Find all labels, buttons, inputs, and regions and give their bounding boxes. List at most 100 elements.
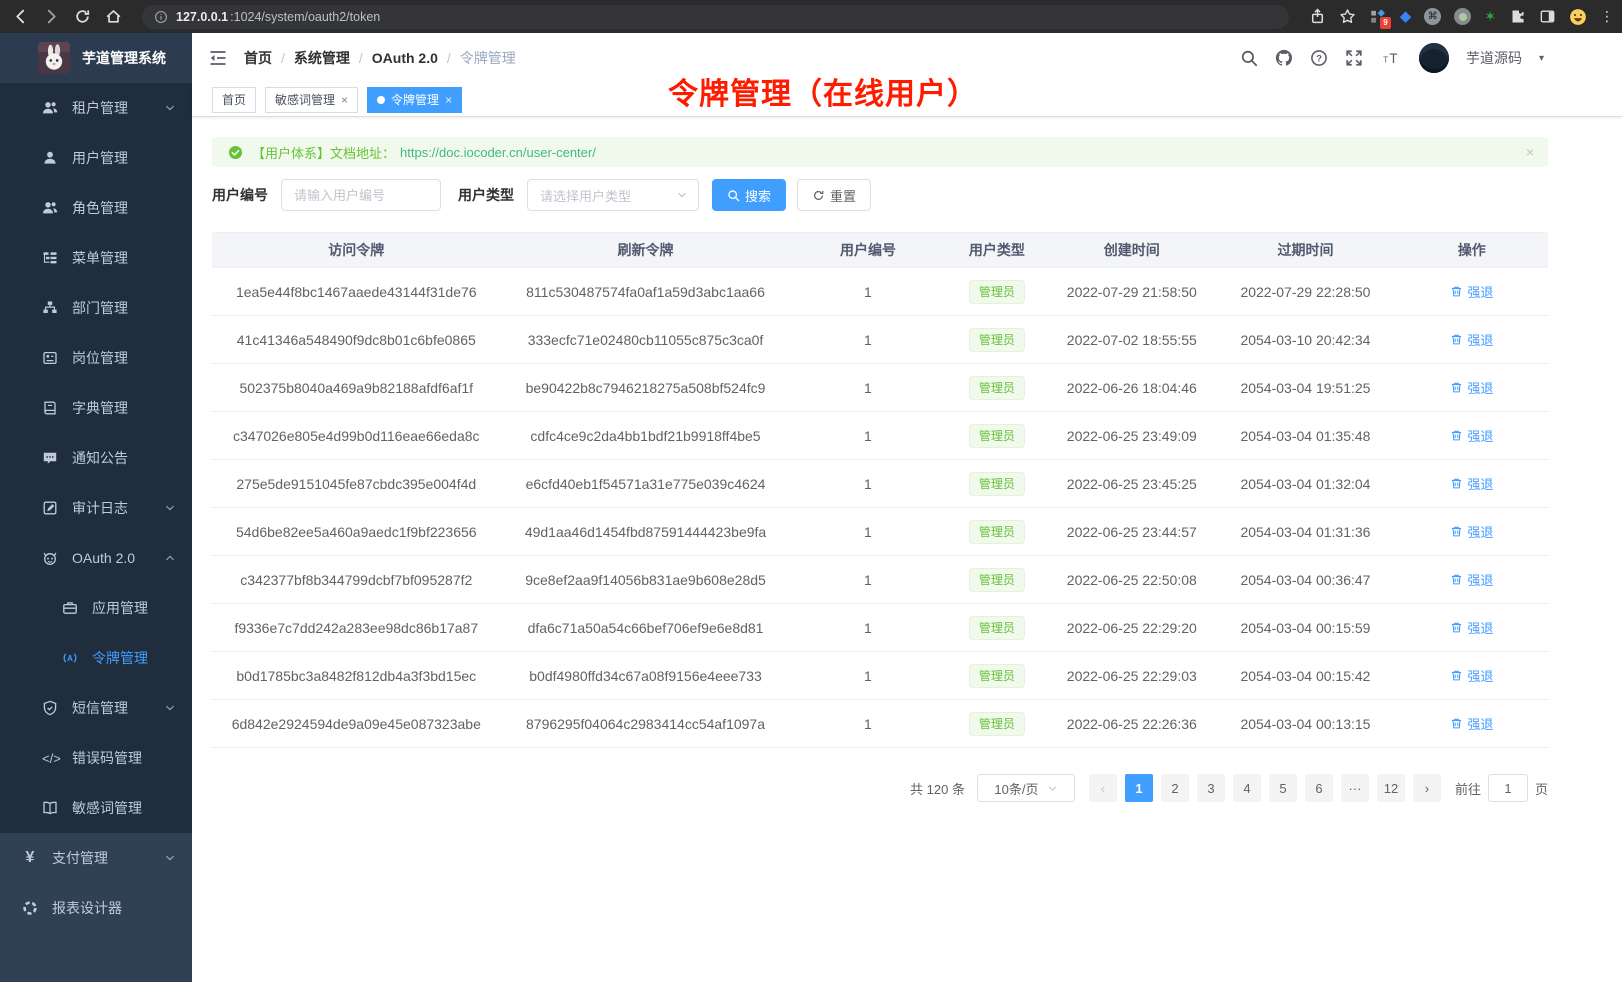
cmd-extension-icon[interactable]: ⌘ xyxy=(1424,8,1442,25)
robot-face-icon xyxy=(42,550,58,566)
github-icon[interactable] xyxy=(1275,49,1293,67)
table-row: 41c41346a548490f9dc8b01c6bfe0865 333ecfc… xyxy=(212,315,1548,364)
bookmark-star-icon[interactable] xyxy=(1339,8,1356,25)
address-bar[interactable]: 127.0.0.1:1024/system/oauth2/token xyxy=(142,4,1289,29)
sidebar-item-audit-log[interactable]: 审计日志 xyxy=(0,483,192,533)
breadcrumb-home[interactable]: 首页 xyxy=(244,50,272,66)
split-view-icon[interactable] xyxy=(1539,8,1556,25)
col-user-id: 用户编号 xyxy=(790,232,946,268)
font-size-icon[interactable] xyxy=(1380,49,1402,67)
sidebar-item-user[interactable]: 用户管理 xyxy=(0,133,192,183)
force-logout-button[interactable]: 强退 xyxy=(1450,474,1493,493)
trash-icon xyxy=(1450,333,1463,346)
app-logo[interactable]: 芋道管理系统 xyxy=(0,33,192,83)
close-icon[interactable]: × xyxy=(1525,144,1534,160)
trash-icon xyxy=(1450,525,1463,538)
goto-page-input[interactable] xyxy=(1487,774,1528,802)
user-id-input[interactable] xyxy=(281,179,441,211)
force-logout-button[interactable]: 强退 xyxy=(1450,618,1493,637)
share-icon[interactable] xyxy=(1309,8,1326,25)
system-submenu: 租户管理 用户管理 角色管理 菜单管理 部门管理 岗位管理 xyxy=(0,83,192,833)
sidebar-item-role[interactable]: 角色管理 xyxy=(0,183,192,233)
search-button[interactable]: 搜索 xyxy=(712,179,787,211)
force-logout-button[interactable]: 强退 xyxy=(1450,426,1493,445)
force-logout-button[interactable]: 强退 xyxy=(1450,714,1493,733)
browser-menu-icon[interactable]: ⋮ xyxy=(1600,8,1614,24)
force-logout-button[interactable]: 强退 xyxy=(1450,666,1493,685)
user-id: 1 xyxy=(790,459,946,508)
close-icon[interactable]: × xyxy=(341,92,349,107)
force-logout-button[interactable]: 强退 xyxy=(1450,570,1493,589)
help-icon[interactable] xyxy=(1310,49,1328,67)
user-type-tag: 管理员 xyxy=(968,279,1025,304)
sidebar-item-oauth2[interactable]: OAuth 2.0 xyxy=(0,533,192,583)
more-pages-button[interactable]: ··· xyxy=(1340,774,1369,802)
breadcrumb-oauth2[interactable]: OAuth 2.0 xyxy=(371,50,438,66)
sidebar-item-dept[interactable]: 部门管理 xyxy=(0,283,192,333)
page-button-2[interactable]: 2 xyxy=(1160,774,1189,802)
user-type-select[interactable]: 请选择用户类型 xyxy=(527,179,699,211)
sidebar-item-notice[interactable]: 通知公告 xyxy=(0,433,192,483)
user-id: 1 xyxy=(790,411,946,460)
star-extension-icon[interactable]: ✶ xyxy=(1484,8,1496,24)
browser-back-icon[interactable] xyxy=(12,8,29,25)
user-name[interactable]: 芋道源码 xyxy=(1465,50,1522,66)
page-button-12[interactable]: 12 xyxy=(1376,774,1405,802)
refresh-token: 49d1aa46d1454fbd87591444423be9fa xyxy=(500,507,791,556)
tab-sensitive-word[interactable]: 敏感词管理 × xyxy=(265,86,359,113)
sidebar-item-report-designer[interactable]: 报表设计器 xyxy=(0,883,192,933)
sidebar-item-sms[interactable]: 短信管理 xyxy=(0,683,192,733)
search-icon[interactable] xyxy=(1240,49,1258,67)
sidebar-item-sensitive-word[interactable]: 敏感词管理 xyxy=(0,783,192,833)
table-row: 502375b8040a469a9b82188afdf6af1f be90422… xyxy=(212,363,1548,412)
user-id: 1 xyxy=(790,267,946,316)
sidebar-item-oauth2-token[interactable]: 令牌管理 xyxy=(0,633,192,683)
alert-doc-link[interactable]: https://doc.iocoder.cn/user-center/ xyxy=(400,144,596,160)
browser-home-icon[interactable] xyxy=(105,8,122,25)
force-logout-button[interactable]: 强退 xyxy=(1450,330,1493,349)
force-logout-button[interactable]: 强退 xyxy=(1450,522,1493,541)
sidebar-item-post[interactable]: 岗位管理 xyxy=(0,333,192,383)
tab-home[interactable]: 首页 xyxy=(212,86,257,113)
gem-extension-icon[interactable]: ◆ xyxy=(1399,8,1412,25)
tab-oauth2-token[interactable]: 令牌管理 × xyxy=(367,86,463,113)
fullscreen-icon[interactable] xyxy=(1345,49,1363,67)
table-row: c342377bf8b344799dcbf7bf095287f2 9ce8ef2… xyxy=(212,555,1548,604)
page-button-6[interactable]: 6 xyxy=(1304,774,1333,802)
sidebar-item-dict[interactable]: 字典管理 xyxy=(0,383,192,433)
browser-forward-icon[interactable] xyxy=(43,8,60,25)
breadcrumb-system[interactable]: 系统管理 xyxy=(293,50,350,66)
user-avatar[interactable] xyxy=(1418,43,1449,73)
force-logout-button[interactable]: 强退 xyxy=(1450,282,1493,301)
user-id: 1 xyxy=(790,651,946,700)
page-button-4[interactable]: 4 xyxy=(1232,774,1261,802)
sidebar-item-menu[interactable]: 菜单管理 xyxy=(0,233,192,283)
force-logout-button[interactable]: 强退 xyxy=(1450,378,1493,397)
access-token: f9336e7c7dd242a283ee98dc86b17a87 xyxy=(212,603,501,652)
extension-blocks-icon[interactable]: 9 xyxy=(1369,8,1391,29)
reset-button[interactable]: 重置 xyxy=(797,179,872,211)
site-info-icon[interactable] xyxy=(154,10,168,24)
refresh-token: 811c530487574fa0af1a59d3abc1aa66 xyxy=(500,267,791,316)
sidebar-item-oauth2-app[interactable]: 应用管理 xyxy=(0,583,192,633)
profile-emoji-avatar[interactable] xyxy=(1569,8,1587,26)
close-icon[interactable]: × xyxy=(445,92,453,107)
page-button-3[interactable]: 3 xyxy=(1196,774,1225,802)
sidebar-collapse-icon[interactable] xyxy=(208,48,228,68)
sidebar-item-tenant[interactable]: 租户管理 xyxy=(0,83,192,133)
sidebar-item-error-code[interactable]: </> 错误码管理 xyxy=(0,733,192,783)
trash-icon xyxy=(1450,381,1463,394)
trash-icon xyxy=(1450,717,1463,730)
sidebar-item-pay[interactable]: ¥ 支付管理 xyxy=(0,833,192,883)
recorder-extension-icon[interactable] xyxy=(1454,8,1472,25)
chevron-up-icon xyxy=(164,552,176,564)
page-button-5[interactable]: 5 xyxy=(1268,774,1297,802)
sidebar-item-label: 岗位管理 xyxy=(72,350,128,366)
page-size-select[interactable]: 10条/页 xyxy=(976,774,1075,802)
browser-reload-icon[interactable] xyxy=(74,8,91,25)
prev-page-button[interactable]: ‹ xyxy=(1088,774,1117,802)
page-button-1[interactable]: 1 xyxy=(1124,774,1153,802)
next-page-button[interactable]: › xyxy=(1412,774,1441,802)
caret-down-icon[interactable]: ▾ xyxy=(1538,52,1544,64)
puzzle-extensions-icon[interactable] xyxy=(1509,8,1526,25)
